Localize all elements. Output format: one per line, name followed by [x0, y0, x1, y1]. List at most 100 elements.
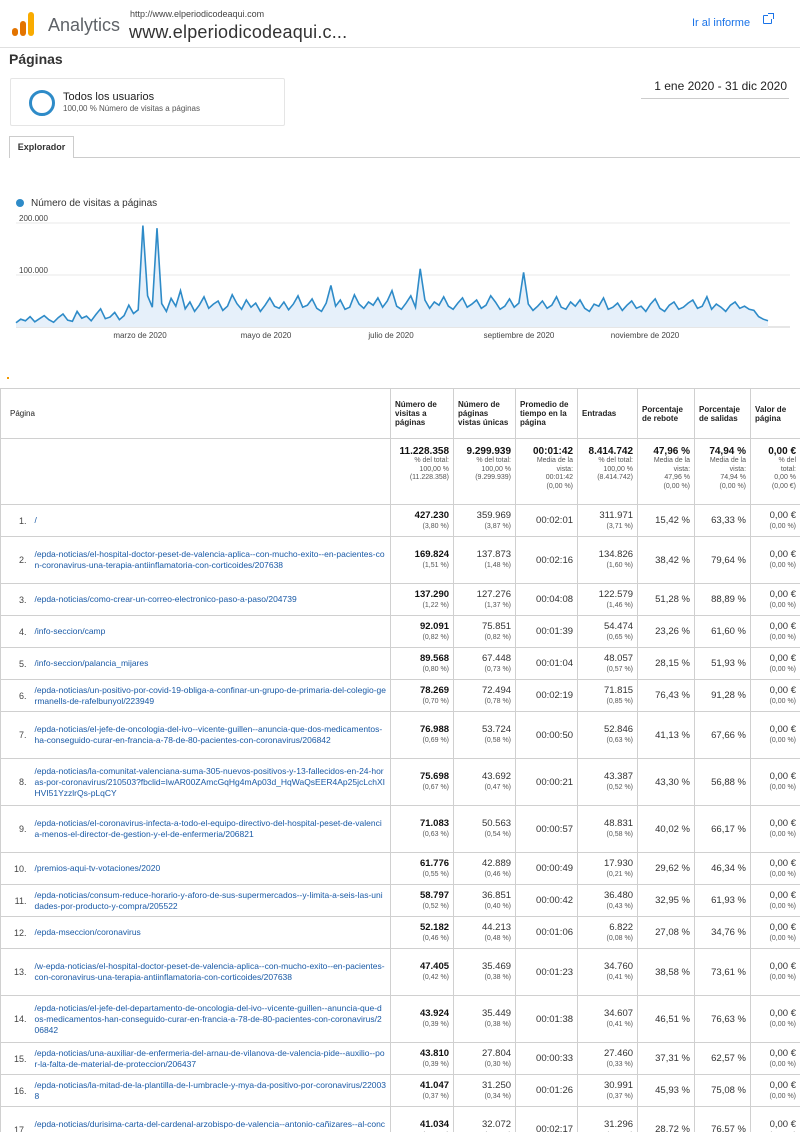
metric-value: 51,28 % [655, 594, 691, 605]
metric-value: 00:00:50 [536, 729, 574, 741]
series-line[interactable] [15, 225, 769, 324]
analytics-logo-icon [12, 12, 34, 36]
total-value: 9.299.939 [466, 446, 512, 457]
metric-cell: 51,28 % [637, 583, 696, 616]
header-entrances[interactable]: Entradas [577, 388, 639, 439]
metric-percent: (0,46 %) [484, 870, 512, 878]
header-bounce-rate[interactable]: Porcentaje de rebote [637, 388, 696, 439]
metric-cell: 0,00 €(0,00 %) [750, 852, 800, 885]
metric-cell: 15,42 % [637, 504, 696, 537]
metric-percent: (1,46 %) [606, 601, 634, 609]
header-unique-pageviews[interactable]: Número de páginas vistas únicas [453, 388, 517, 439]
page-link[interactable]: /epda-noticias/una-auxiliar-de-enfermeri… [28, 1042, 392, 1075]
segment-title: Todos los usuarios [63, 91, 155, 103]
metric-percent: (0,85 %) [606, 697, 634, 705]
chart-legend: Número de visitas a páginas [16, 198, 157, 209]
metric-value: 67.448 [481, 652, 512, 664]
header-pageviews[interactable]: Número de visitas a páginas [390, 388, 455, 439]
table-row: 11./epda-noticias/consum-reduce-horario-… [0, 884, 800, 917]
metric-value: 54.474 [603, 620, 634, 632]
page-link[interactable]: /epda-noticias/el-hospital-doctor-peset-… [28, 536, 392, 584]
metric-cell: 23,26 % [637, 615, 696, 648]
total-cell: 47,96 % Media de la vista: 47,96 % (0,00 %) [637, 438, 696, 505]
metric-cell: 27.460 (0,33 %) [577, 1042, 639, 1075]
legend-label: Número de visitas a páginas [31, 198, 158, 209]
go-to-report-link[interactable]: Ir al informe [692, 17, 751, 29]
page-link[interactable]: /epda-noticias/el-jefe-de-oncologia-del-… [28, 711, 392, 759]
tab-explorador[interactable]: Explorador [9, 136, 74, 158]
metric-value: 127.276 [476, 588, 512, 600]
metric-value: 00:01:26 [536, 1085, 574, 1096]
metric-cell: 43.810 (0,39 %) [390, 1042, 455, 1075]
row-index: 12. [0, 916, 29, 949]
metric-cell: 38,42 % [637, 536, 696, 584]
metric-percent: (0,00 %) [769, 934, 797, 942]
page-link[interactable]: /info-seccion/palancia_mijares [28, 647, 392, 680]
metric-percent: (0,82 %) [484, 633, 512, 641]
metric-cell: 41.047 (0,37 %) [390, 1074, 455, 1107]
metric-value: 44.213 [481, 921, 512, 933]
metric-value: 50.563 [481, 818, 512, 829]
metric-value: 31.250 [481, 1079, 512, 1091]
metric-cell: 00:01:38 [515, 995, 579, 1043]
metric-value: 36.851 [481, 889, 512, 901]
property-url: http://www.elperiodicodeaqui.com [130, 9, 265, 19]
metric-value: 88,89 % [711, 594, 747, 605]
page-link[interactable]: /epda-noticias/el-jefe-del-departamento-… [28, 995, 392, 1043]
external-link-icon[interactable] [763, 13, 774, 24]
metric-value: 6.822 [609, 921, 634, 933]
header-avg-time[interactable]: Promedio de tiempo en la página [515, 388, 579, 439]
header-page-value[interactable]: Valor de página [750, 388, 800, 439]
page-link[interactable]: /epda-noticias/la-mitad-de-la-plantilla-… [28, 1074, 392, 1107]
metric-cell: 36.851 (0,40 %) [453, 884, 517, 917]
total-subtext: 0,00 % [774, 474, 797, 481]
total-subtext: (0,00 €) [771, 482, 797, 490]
metric-value: 0,00 € [769, 549, 797, 560]
header-exit-rate[interactable]: Porcentaje de salidas [694, 388, 752, 439]
metric-percent: (1,22 %) [422, 601, 450, 609]
page-link[interactable]: /epda-noticias/consum-reduce-horario-y-a… [28, 884, 392, 917]
page-link[interactable]: /epda-noticias/la-comunitat-valenciana-s… [28, 758, 392, 806]
page-link[interactable]: / [28, 504, 392, 537]
page-link[interactable]: /epda-noticias/el-coronavirus-infecta-a-… [28, 805, 392, 853]
total-value: 00:01:42 [532, 446, 574, 457]
page-link[interactable]: /epda-noticias/durisima-carta-del-carden… [28, 1106, 392, 1132]
metric-cell: 311.971 (3,71 %) [577, 504, 639, 537]
series-area [16, 225, 768, 327]
page-link[interactable]: /epda-noticias/un-positivo-por-covid-19-… [28, 679, 392, 712]
metric-value: 00:01:23 [536, 966, 574, 978]
page-link[interactable]: /w-epda-noticias/el-hospital-doctor-pese… [28, 948, 392, 996]
metric-value: 29,62 % [655, 863, 691, 874]
metric-percent: (0,00 %) [769, 633, 797, 641]
table-row: 4./info-seccion/camp 92.091 (0,82 %) 75.851… [0, 615, 800, 648]
metric-cell: 46,51 % [637, 995, 696, 1043]
page-link[interactable]: /epda-noticias/como-crear-un-correo-elec… [28, 583, 392, 616]
page-link[interactable]: /epda-mseccion/coronavirus [28, 916, 392, 949]
segment-card[interactable]: Todos los usuarios 100,00 % Número de vi… [10, 78, 285, 126]
header-pagina[interactable]: Página [0, 388, 392, 439]
metric-cell: 52.846 (0,63 %) [577, 711, 639, 759]
metric-cell: 43,30 % [637, 758, 696, 806]
metric-value: 00:01:04 [536, 658, 574, 669]
total-subtext: (9.299.939) [475, 474, 512, 481]
row-index: 7. [0, 711, 29, 759]
metric-value: 41.034 [419, 1118, 450, 1130]
metric-value: 0,00 € [769, 684, 797, 696]
date-range-picker[interactable]: 1 ene 2020 - 31 dic 2020 [641, 79, 789, 99]
property-selector[interactable]: www.elperiodicodeaqui.c... [129, 22, 348, 42]
page-title: Páginas [9, 51, 63, 67]
metric-percent: (0,08 %) [606, 934, 634, 942]
metric-value: 41,13 % [655, 729, 691, 741]
metric-percent: (3,80 %) [422, 522, 450, 530]
metric-cell: 137.290 (1,22 %) [390, 583, 455, 616]
table-row: 2./epda-noticias/el-hospital-doctor-pese… [0, 536, 800, 584]
metric-percent: (0,41 %) [606, 1021, 634, 1028]
metric-percent: (0,54 %) [484, 831, 512, 838]
segment-subtitle: 100,00 % Número de visitas a páginas [63, 104, 200, 113]
metric-percent: (1,37 %) [484, 601, 512, 609]
x-tick-label: septiembre de 2020 [484, 331, 555, 340]
metric-value: 76,63 % [711, 1013, 747, 1025]
page-link[interactable]: /premios-aqui-tv-votaciones/2020 [28, 852, 392, 885]
metric-value: 00:00:21 [536, 776, 574, 788]
page-link[interactable]: /info-seccion/camp [28, 615, 392, 648]
